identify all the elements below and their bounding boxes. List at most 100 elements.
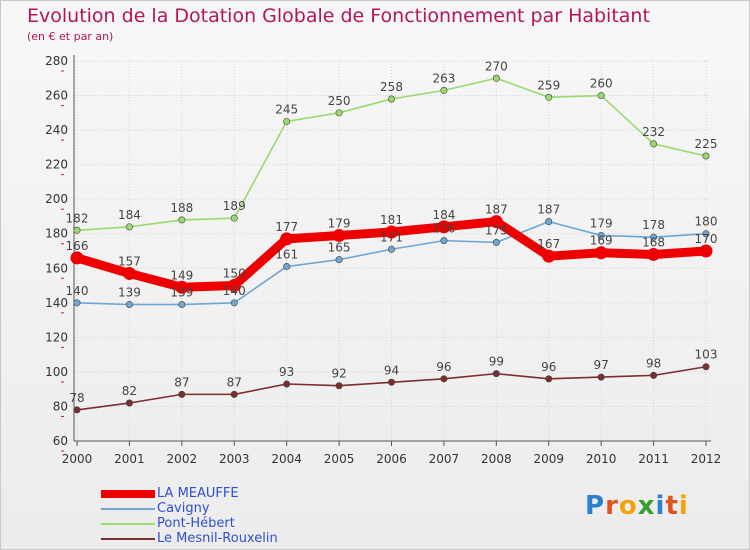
data-label-cavigny: 176 (432, 222, 455, 236)
data-point-le-mesnil-rouxelin (597, 373, 605, 381)
data-label-cavigny: 139 (170, 286, 193, 300)
data-point-la-meauffe (437, 220, 451, 234)
data-point-cavigny (178, 301, 186, 309)
x-tick-label: 2004 (271, 452, 302, 466)
x-tick-label: 2006 (376, 452, 407, 466)
data-point-la-meauffe (70, 251, 84, 265)
data-point-le-mesnil-rouxelin (702, 363, 710, 371)
legend: LA MEAUFFE Cavigny Pont-Hébert Le Mesnil-Ro… (101, 486, 361, 546)
data-label-pont-h-bert: 182 (66, 211, 89, 225)
data-point-la-meauffe (227, 279, 241, 293)
data-point-pont-h-bert (125, 223, 133, 231)
data-point-pont-h-bert (702, 152, 710, 160)
data-label-le-mesnil-rouxelin: 93 (279, 365, 294, 379)
data-label-pont-h-bert: 263 (432, 71, 455, 85)
legend-label: Pont-Hébert (157, 516, 235, 531)
logo-letter: i (678, 491, 689, 521)
data-label-pont-h-bert: 259 (537, 78, 560, 92)
data-point-cavigny (597, 231, 605, 239)
data-point-pont-h-bert (650, 140, 658, 148)
data-point-pont-h-bert (545, 93, 553, 101)
data-label-le-mesnil-rouxelin: 96 (541, 360, 556, 374)
data-label-la-meauffe: 150 (223, 267, 246, 281)
data-label-le-mesnil-rouxelin: 87 (174, 375, 189, 389)
data-labels: 166 157 149 150 177 179 181 184 187 167 169 168 170 1… (66, 59, 718, 405)
y-tick-label: 240 (45, 123, 68, 137)
data-point-le-mesnil-rouxelin (492, 370, 500, 378)
data-label-cavigny: 161 (275, 248, 298, 262)
proxiti-logo: Proxiti (585, 491, 689, 521)
data-label-la-meauffe: 168 (642, 235, 665, 249)
y-tick-label: 80 (53, 399, 68, 413)
data-point-la-meauffe (122, 266, 136, 280)
data-label-cavigny: 140 (66, 284, 89, 298)
data-label-cavigny: 175 (485, 223, 508, 237)
x-tick-label: 2003 (219, 452, 250, 466)
data-point-le-mesnil-rouxelin (178, 390, 186, 398)
data-label-cavigny: 178 (642, 218, 665, 232)
x-tick-label: 2007 (429, 452, 460, 466)
data-label-cavigny: 187 (537, 203, 560, 217)
data-label-pont-h-bert: 232 (642, 125, 665, 139)
data-point-la-meauffe (280, 232, 294, 246)
y-tick-label: 160 (45, 261, 68, 275)
x-tick-label: 2000 (62, 452, 93, 466)
series-lines (70, 74, 713, 414)
legend-swatch (101, 508, 155, 510)
data-point-la-meauffe (594, 246, 608, 260)
y-tick-label: 140 (45, 296, 68, 310)
data-label-pont-h-bert: 270 (485, 59, 508, 73)
data-label-le-mesnil-rouxelin: 92 (331, 367, 346, 381)
legend-item-la-meauffe: LA MEAUFFE (101, 486, 361, 501)
data-point-cavigny (702, 230, 710, 238)
data-point-le-mesnil-rouxelin (335, 382, 343, 390)
y-tick-label: 60 (53, 434, 68, 448)
x-tick-label: 2009 (533, 452, 564, 466)
logo-letter: r (605, 491, 619, 521)
data-point-la-meauffe (385, 225, 398, 239)
legend-label: LA MEAUFFE (157, 486, 239, 501)
y-tick-label: 100 (45, 365, 68, 379)
data-point-pont-h-bert (597, 92, 605, 100)
data-point-la-meauffe (332, 228, 346, 242)
data-label-pont-h-bert: 245 (275, 102, 298, 116)
logo-letter: t (665, 491, 679, 521)
data-label-cavigny: 179 (590, 216, 613, 230)
x-tick-label: 2010 (586, 452, 617, 466)
data-point-cavigny (230, 299, 238, 307)
data-point-pont-h-bert (492, 74, 500, 82)
data-label-la-meauffe: 187 (485, 203, 508, 217)
data-point-pont-h-bert (178, 216, 186, 224)
y-tick-label: 260 (45, 89, 68, 103)
data-point-cavigny (73, 299, 81, 307)
data-label-la-meauffe: 170 (695, 232, 718, 246)
legend-swatch (101, 490, 155, 498)
data-point-la-meauffe (489, 215, 503, 229)
data-point-cavigny (387, 245, 395, 253)
data-label-le-mesnil-rouxelin: 87 (227, 375, 242, 389)
data-point-pont-h-bert (387, 95, 395, 103)
data-point-cavigny (125, 301, 133, 309)
data-point-le-mesnil-rouxelin (230, 390, 238, 398)
x-tick-label: 2008 (481, 452, 512, 466)
data-label-pont-h-bert: 225 (695, 137, 718, 151)
data-point-cavigny (335, 256, 343, 264)
logo-letter: x (637, 491, 656, 521)
data-label-la-meauffe: 177 (275, 220, 298, 234)
data-label-la-meauffe: 169 (590, 234, 613, 248)
data-point-le-mesnil-rouxelin (440, 375, 448, 383)
legend-item-pont-h-bert: Pont-Hébert (101, 516, 361, 531)
data-label-le-mesnil-rouxelin: 96 (436, 360, 451, 374)
data-point-le-mesnil-rouxelin (73, 406, 81, 414)
x-tick-label: 2012 (691, 452, 722, 466)
x-tick-label: 2001 (114, 452, 145, 466)
y-tick-label: 220 (45, 158, 68, 172)
data-point-le-mesnil-rouxelin (545, 375, 553, 383)
data-label-le-mesnil-rouxelin: 98 (646, 356, 661, 370)
data-point-cavigny (650, 233, 658, 241)
data-label-pont-h-bert: 258 (380, 80, 403, 94)
data-point-pont-h-bert (335, 109, 343, 117)
data-label-le-mesnil-rouxelin: 94 (384, 363, 399, 377)
